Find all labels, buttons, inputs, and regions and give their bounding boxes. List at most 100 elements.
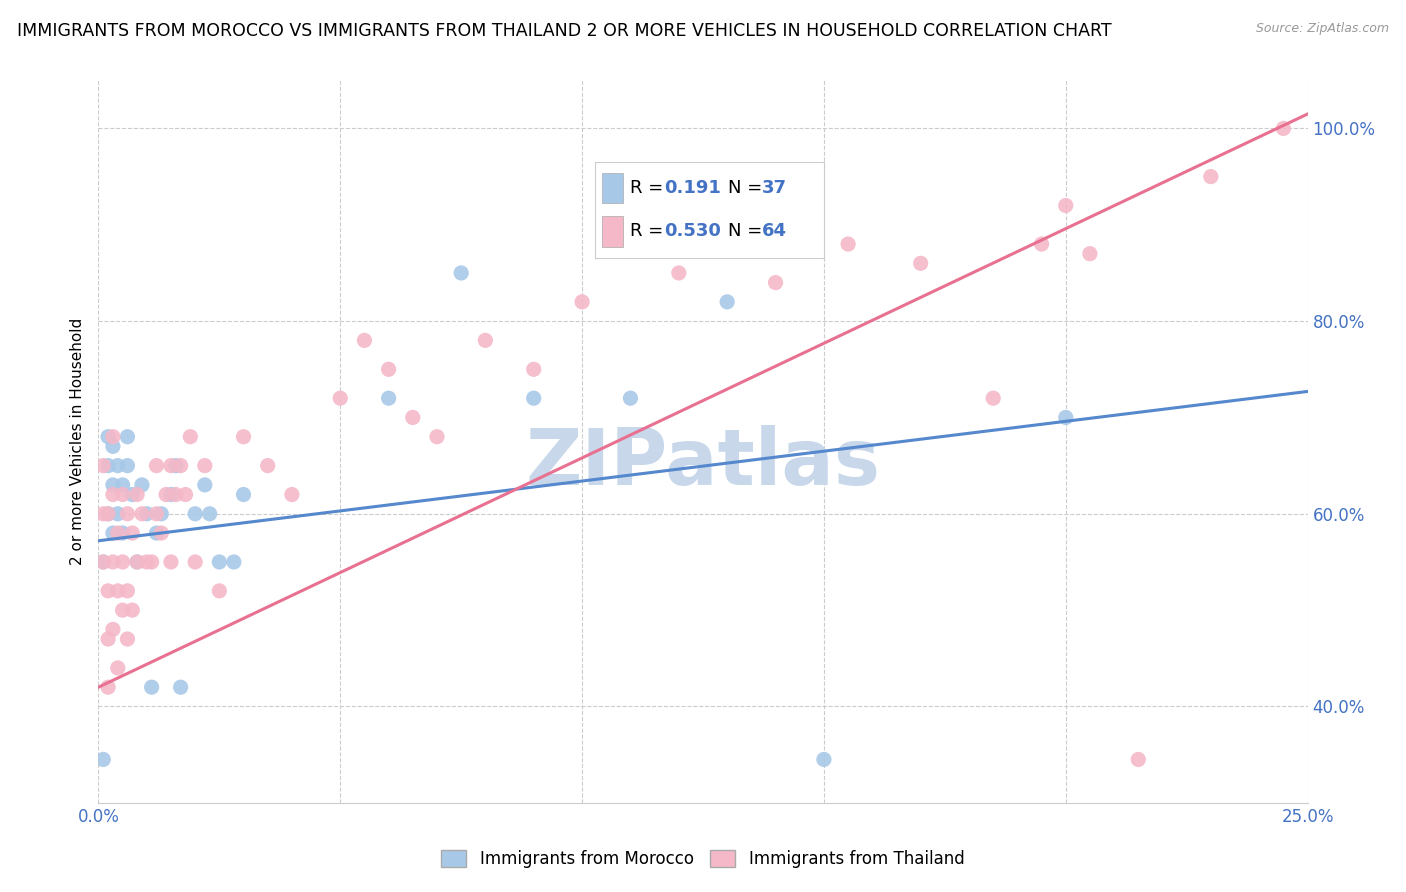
Point	[91, 752, 114, 766]
Point	[160, 458, 183, 473]
Point	[981, 391, 1004, 405]
FancyBboxPatch shape	[602, 216, 623, 246]
Point	[141, 680, 163, 694]
Point	[174, 487, 197, 501]
Point	[97, 583, 120, 598]
Point	[837, 237, 859, 252]
Point	[141, 555, 163, 569]
Point	[127, 555, 149, 569]
Point	[121, 603, 143, 617]
Point	[165, 487, 187, 501]
Point	[169, 458, 191, 473]
Text: R =: R =	[630, 222, 669, 240]
Point	[1199, 169, 1222, 184]
Point	[450, 266, 472, 280]
Point	[117, 507, 139, 521]
Point	[101, 439, 124, 453]
Point	[571, 294, 593, 309]
Text: 0.191: 0.191	[664, 179, 721, 197]
Point	[619, 391, 641, 405]
Point	[377, 391, 399, 405]
Point	[184, 555, 207, 569]
Point	[111, 478, 134, 492]
Point	[101, 478, 124, 492]
Point	[101, 555, 124, 569]
Point	[716, 294, 738, 309]
Point	[135, 507, 157, 521]
Point	[91, 555, 114, 569]
Text: R =: R =	[630, 179, 669, 197]
Text: IMMIGRANTS FROM MOROCCO VS IMMIGRANTS FROM THAILAND 2 OR MORE VEHICLES IN HOUSEH: IMMIGRANTS FROM MOROCCO VS IMMIGRANTS FR…	[17, 22, 1112, 40]
Text: 37: 37	[762, 179, 787, 197]
Point	[107, 583, 129, 598]
Point	[194, 478, 217, 492]
Point	[377, 362, 399, 376]
Point	[145, 458, 167, 473]
Point	[91, 458, 114, 473]
Point	[97, 507, 120, 521]
Point	[97, 458, 120, 473]
Point	[101, 623, 124, 637]
Point	[353, 334, 375, 348]
Point	[111, 487, 134, 501]
Text: 64: 64	[762, 222, 787, 240]
Point	[97, 632, 120, 646]
Point	[668, 266, 690, 280]
Legend: Immigrants from Morocco, Immigrants from Thailand: Immigrants from Morocco, Immigrants from…	[434, 843, 972, 875]
Point	[117, 632, 139, 646]
Point	[765, 276, 787, 290]
Point	[150, 526, 173, 541]
Point	[91, 555, 114, 569]
Point	[222, 555, 245, 569]
Point	[426, 430, 449, 444]
Point	[1272, 121, 1295, 136]
Point	[184, 507, 207, 521]
Point	[208, 583, 231, 598]
Point	[194, 458, 217, 473]
Point	[135, 555, 157, 569]
Point	[1031, 237, 1053, 252]
Text: Source: ZipAtlas.com: Source: ZipAtlas.com	[1256, 22, 1389, 36]
Point	[97, 507, 120, 521]
Point	[91, 507, 114, 521]
Point	[232, 430, 254, 444]
Point	[155, 487, 177, 501]
Point	[117, 583, 139, 598]
Text: ZIPatlas: ZIPatlas	[526, 425, 880, 501]
Point	[107, 458, 129, 473]
Point	[329, 391, 352, 405]
Point	[281, 487, 304, 501]
Point	[121, 526, 143, 541]
Point	[1054, 198, 1077, 212]
Point	[127, 555, 149, 569]
Point	[107, 507, 129, 521]
Point	[97, 680, 120, 694]
Point	[117, 458, 139, 473]
Point	[256, 458, 278, 473]
Point	[101, 526, 124, 541]
FancyBboxPatch shape	[602, 172, 623, 203]
Text: 0.530: 0.530	[664, 222, 721, 240]
Point	[131, 507, 153, 521]
Point	[101, 487, 124, 501]
Point	[1054, 410, 1077, 425]
Point	[111, 526, 134, 541]
Point	[208, 555, 231, 569]
Point	[179, 430, 201, 444]
Point	[117, 430, 139, 444]
Point	[150, 507, 173, 521]
Point	[523, 391, 546, 405]
Point	[145, 526, 167, 541]
Point	[198, 507, 221, 521]
Point	[160, 487, 183, 501]
Point	[813, 752, 835, 766]
Point	[111, 603, 134, 617]
Point	[101, 430, 124, 444]
Point	[910, 256, 932, 270]
Point	[111, 555, 134, 569]
Point	[165, 458, 187, 473]
Point	[107, 661, 129, 675]
Point	[169, 680, 191, 694]
Point	[474, 334, 496, 348]
Point	[160, 555, 183, 569]
